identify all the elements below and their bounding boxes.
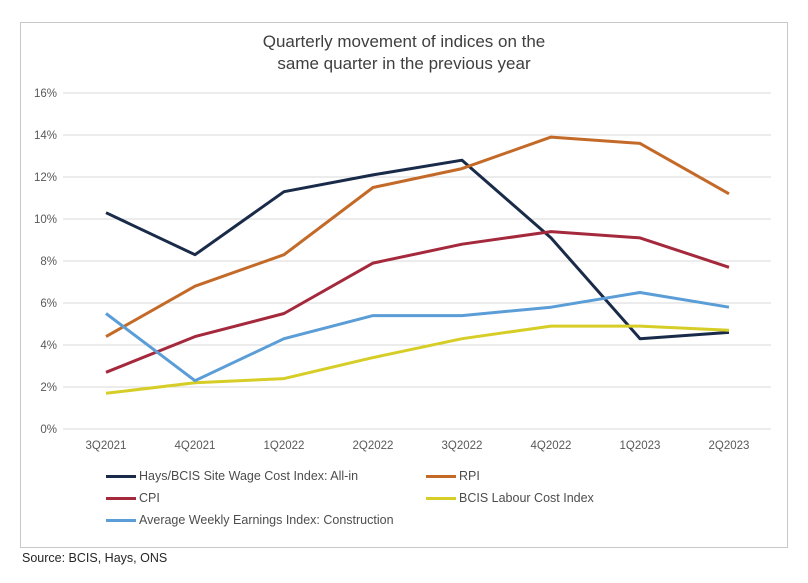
y-axis-tick-label: 16% — [34, 88, 57, 100]
legend-label: CPI — [139, 491, 160, 505]
legend-item-hays-bcis-site-wage: Hays/BCIS Site Wage Cost Index: All-in — [106, 469, 426, 484]
legend-item-awe-construction: Average Weekly Earnings Index: Construct… — [106, 513, 426, 528]
series-line-3 — [105, 324, 730, 395]
x-axis-tick-label: 2Q2022 — [353, 440, 394, 452]
y-axis-tick-label: 8% — [40, 256, 57, 268]
x-axis-tick-label: 4Q2021 — [175, 440, 216, 452]
y-axis-tick-label: 14% — [34, 130, 57, 142]
legend-item-cpi: CPI — [106, 491, 426, 506]
source-note: Source: BCIS, Hays, ONS — [22, 551, 168, 565]
chart-title: Quarterly movement of indices on the sam… — [262, 32, 546, 73]
x-axis-tick-label: 1Q2022 — [264, 440, 305, 452]
series-line-4 — [105, 291, 730, 383]
legend-item-bcis-labour-cost: BCIS Labour Cost Index — [426, 491, 766, 506]
legend-swatch-orange — [426, 475, 456, 478]
legend-label: Hays/BCIS Site Wage Cost Index: All-in — [139, 469, 359, 483]
y-axis-tick-label: 6% — [40, 298, 57, 310]
legend-label: RPI — [459, 469, 480, 483]
legend-swatch-red — [106, 497, 136, 500]
series-line-0 — [105, 158, 730, 341]
series-line-1 — [105, 135, 730, 338]
legend-swatch-navy — [106, 475, 136, 478]
y-axis-tick-label: 10% — [34, 214, 57, 226]
y-axis-tick-label: 0% — [40, 424, 57, 436]
x-axis-tick-label: 3Q2022 — [442, 440, 483, 452]
legend-swatch-yellow — [426, 497, 456, 500]
chart-card: Quarterly movement of indices on the sam… — [20, 22, 788, 548]
line-chart-plot-area: 0% 2% 4% 6% 8% 10% 12% 14% 16% 3Q2021 4Q2021 1Q2022… — [34, 88, 771, 452]
legend-swatch-blue — [106, 519, 136, 522]
x-axis-tick-label: 4Q2022 — [531, 440, 572, 452]
x-axis-tick-label: 2Q2023 — [709, 440, 750, 452]
x-axis-tick-label: 3Q2021 — [86, 440, 127, 452]
legend-label: BCIS Labour Cost Index — [459, 491, 594, 505]
y-axis-tick-label: 12% — [34, 172, 57, 184]
x-axis-tick-label: 1Q2023 — [620, 440, 661, 452]
legend-label: Average Weekly Earnings Index: Construct… — [139, 513, 394, 527]
chart-legend: Hays/BCIS Site Wage Cost Index: All-in R… — [106, 469, 766, 528]
series-line-2 — [105, 230, 730, 374]
y-axis-tick-label: 4% — [40, 340, 57, 352]
y-axis-tick-label: 2% — [40, 382, 57, 394]
legend-item-rpi: RPI — [426, 469, 766, 484]
